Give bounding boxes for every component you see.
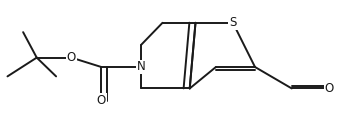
Text: O: O bbox=[324, 82, 334, 95]
Text: O: O bbox=[67, 51, 76, 64]
Text: S: S bbox=[229, 16, 237, 29]
Text: O: O bbox=[97, 94, 106, 107]
Text: N: N bbox=[137, 60, 146, 74]
